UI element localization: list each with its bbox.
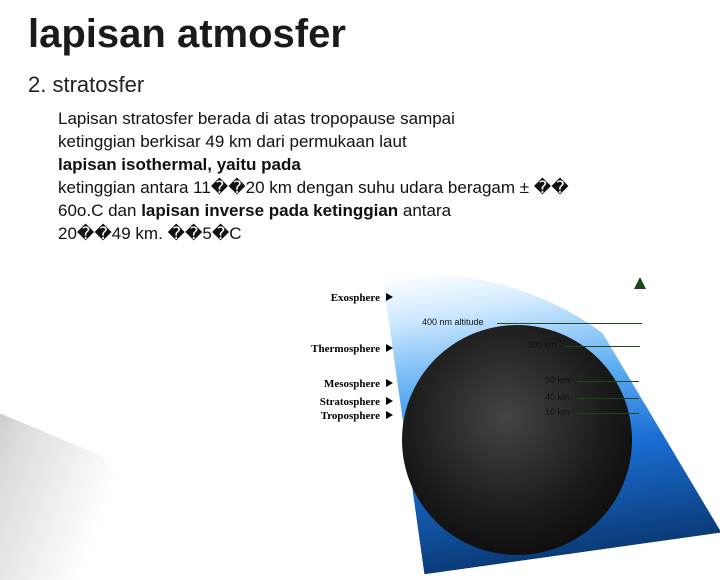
altitude-label: 300 km	[527, 340, 557, 350]
altitude-label: 10 km	[545, 407, 570, 417]
body-text: Lapisan stratosfer berada di atas tropop…	[58, 108, 690, 246]
altitude-tick	[565, 346, 640, 347]
section-heading: 2. stratosfer	[28, 72, 144, 98]
body-fragment: antara	[398, 201, 451, 220]
altitude-tick	[577, 413, 639, 414]
layer-label-exosphere: Exosphere	[290, 292, 380, 304]
altitude-label: 50 km	[545, 375, 570, 385]
altitude-tick	[577, 381, 639, 382]
layer-marker-icon	[386, 344, 393, 352]
body-line-bold: lapisan isothermal, yaitu pada	[58, 154, 690, 177]
layer-label-mesosphere: Mesosphere	[280, 378, 380, 390]
altitude-arrow-icon	[634, 277, 646, 289]
altitude-tick	[577, 398, 639, 399]
body-line: Lapisan stratosfer berada di atas tropop…	[58, 108, 690, 131]
altitude-label: 400 nm altitude	[422, 317, 484, 327]
earth-globe	[402, 325, 632, 555]
body-fragment: 60o.C dan	[58, 201, 141, 220]
layer-marker-icon	[386, 397, 393, 405]
layer-marker-icon	[386, 293, 393, 301]
layer-label-stratosphere: Stratosphere	[277, 396, 380, 408]
atmosphere-diagram: Exosphere 400 nm altitude Thermosphere 3…	[292, 275, 652, 485]
body-line: 20��49 km. ��5�C	[58, 223, 690, 246]
body-line: ketinggian berkisar 49 km dari permukaan…	[58, 131, 690, 154]
layer-marker-icon	[386, 411, 393, 419]
layer-marker-icon	[386, 379, 393, 387]
layer-label-thermosphere: Thermosphere	[270, 343, 380, 355]
altitude-tick	[497, 323, 642, 324]
body-fragment-bold: lapisan inverse pada ketinggian	[141, 201, 398, 220]
page-title: lapisan atmosfer	[28, 12, 346, 57]
body-line: 60o.C dan lapisan inverse pada ketinggia…	[58, 200, 690, 223]
altitude-label: 40 km	[545, 392, 570, 402]
layer-label-troposphere: Troposphere	[279, 410, 380, 422]
decorative-corner	[0, 380, 180, 580]
body-line: ketinggian antara 11��20 km dengan suhu …	[58, 177, 690, 200]
